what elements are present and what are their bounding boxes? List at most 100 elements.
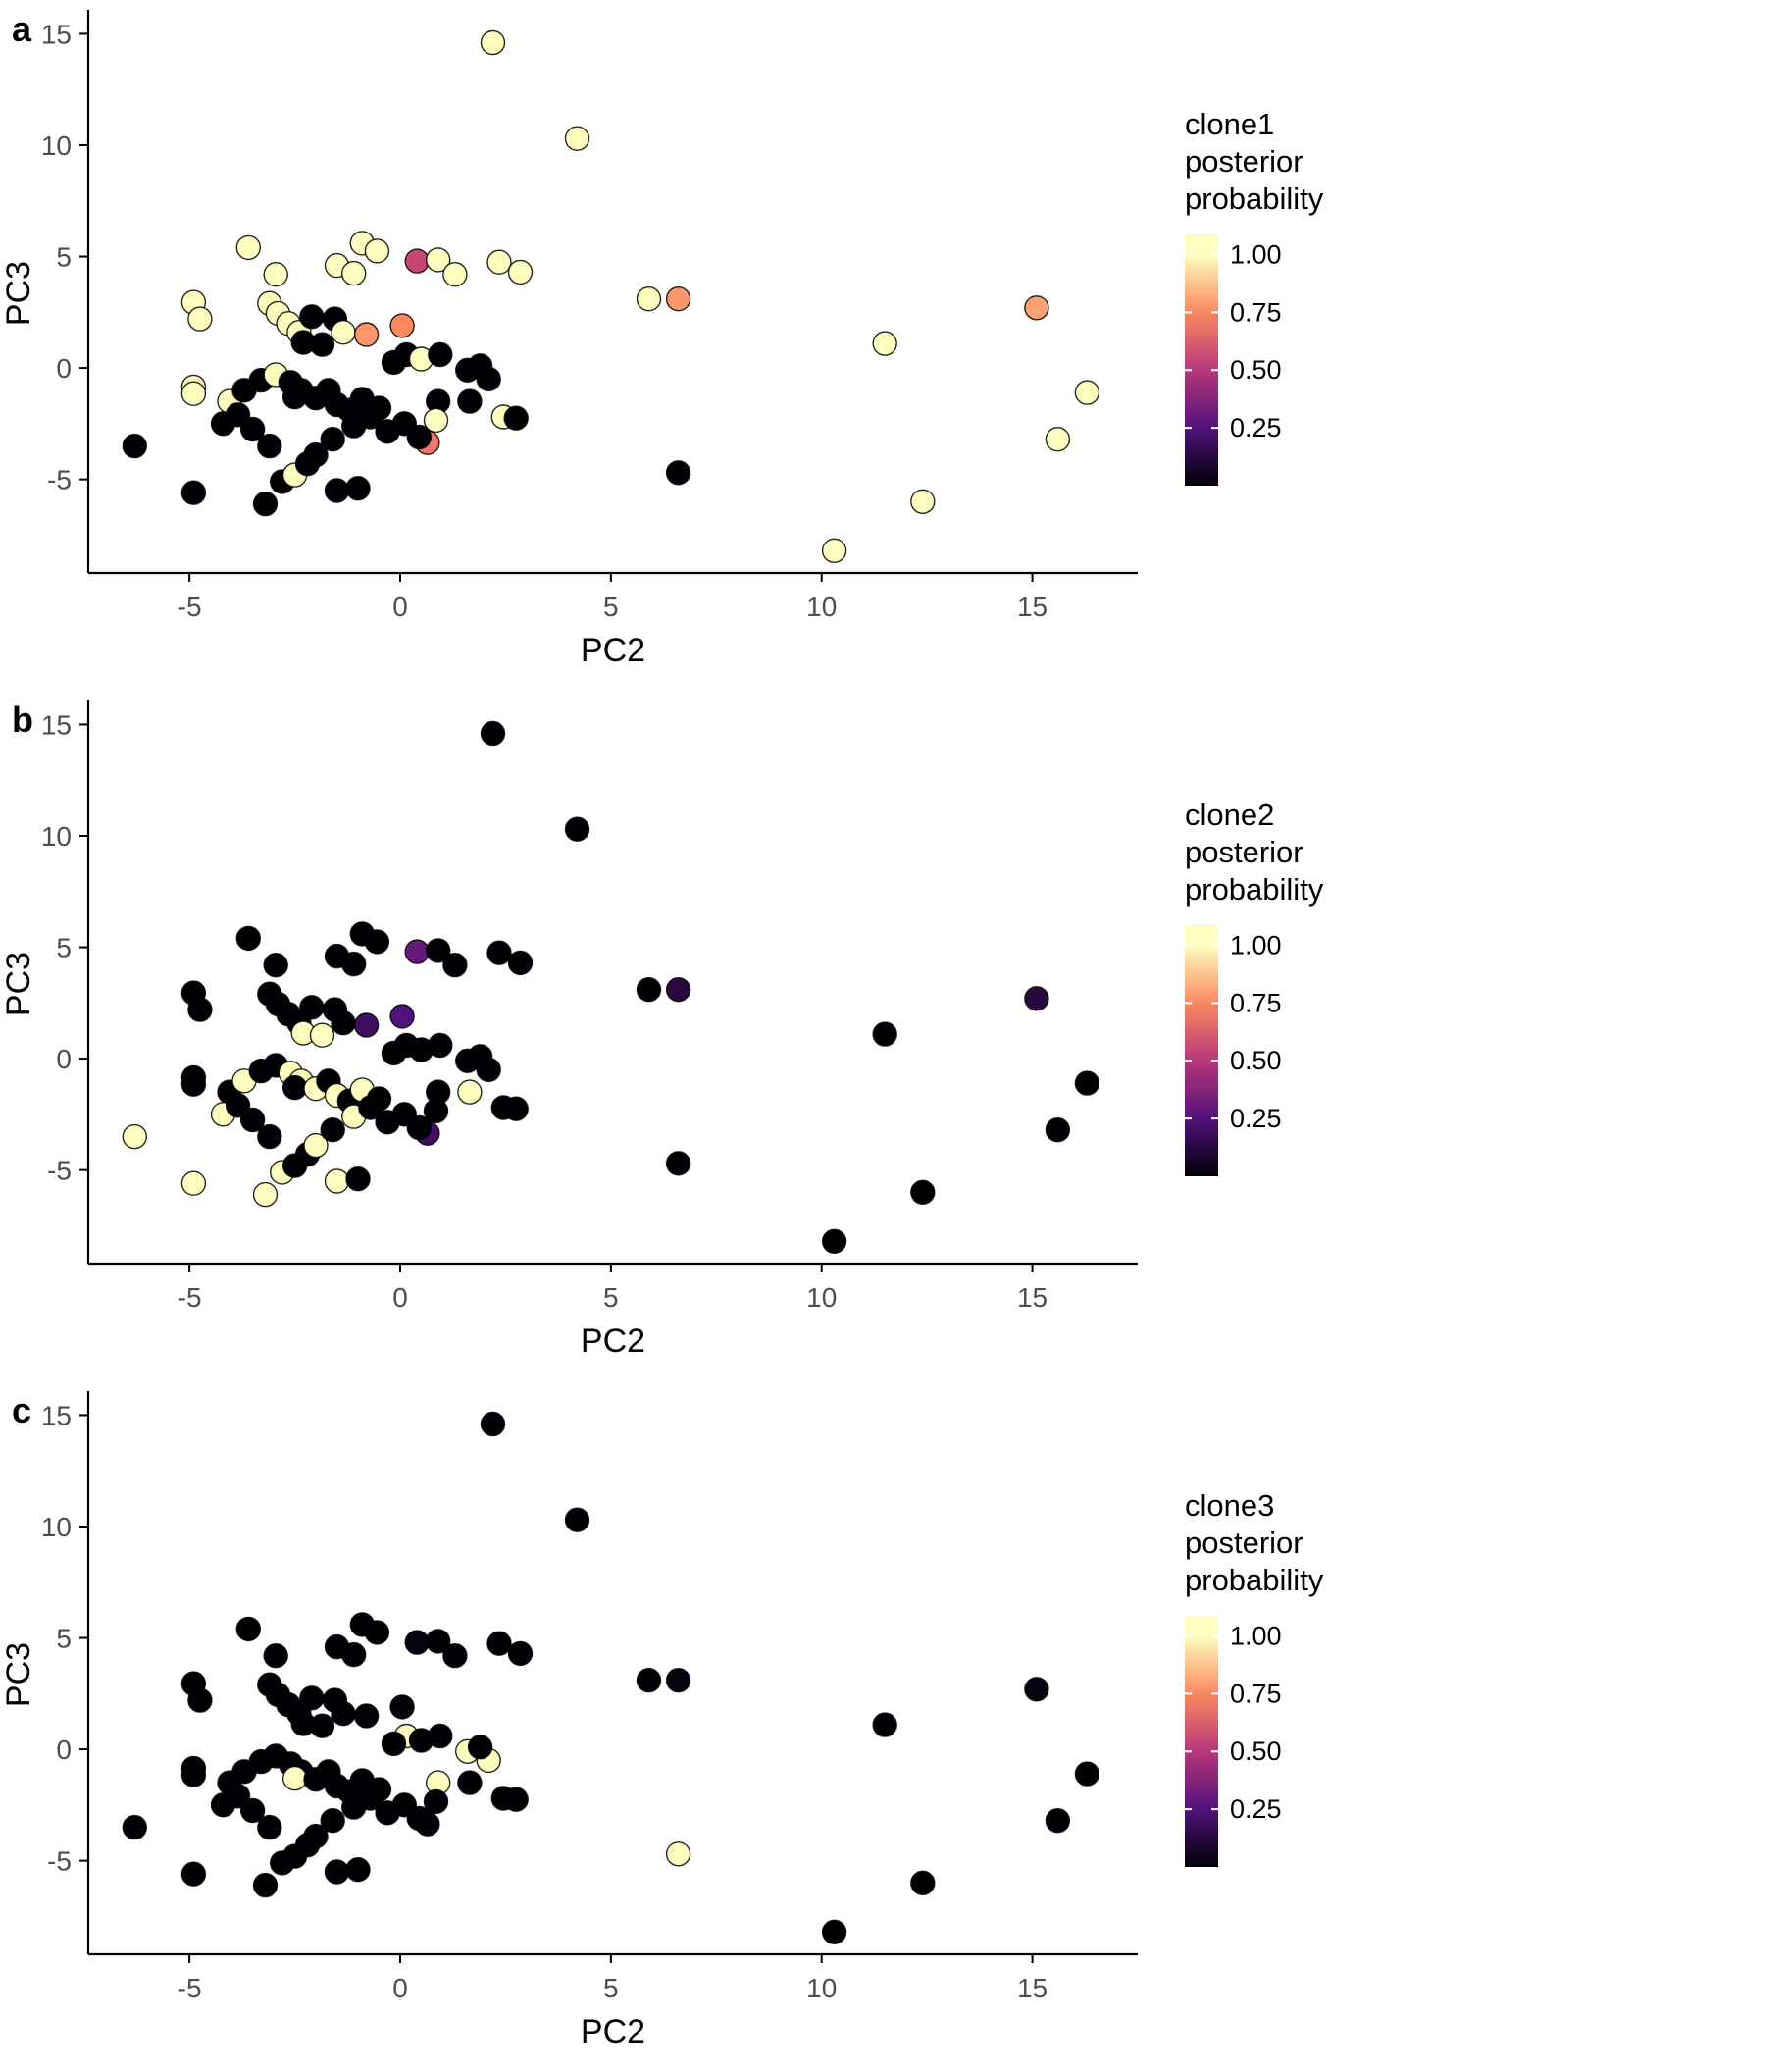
y-tick-label: 10	[41, 130, 72, 161]
x-tick-label: 15	[1017, 1973, 1048, 2003]
data-point	[345, 1166, 371, 1192]
y-axis-label: PC3	[0, 952, 37, 1016]
legend-title-line: probability	[1185, 872, 1324, 906]
data-point	[341, 951, 367, 977]
data-point	[122, 1814, 148, 1840]
data-point	[364, 929, 390, 955]
legend-title-line: probability	[1185, 1563, 1324, 1597]
data-point	[872, 1712, 897, 1737]
panel-letter: c	[12, 1390, 31, 1430]
y-tick-label: 0	[56, 1044, 72, 1074]
data-point	[480, 720, 506, 747]
x-tick-label: -5	[178, 1282, 202, 1313]
data-point	[324, 1859, 350, 1885]
data-point	[303, 1823, 329, 1849]
data-point	[345, 1857, 371, 1883]
data-point	[665, 1151, 691, 1176]
data-point	[281, 1765, 308, 1791]
data-point	[353, 1012, 380, 1038]
legend-tick-label: 0.25	[1230, 1794, 1282, 1824]
data-point	[263, 1643, 288, 1669]
x-tick-label: 5	[603, 592, 619, 622]
data-point	[503, 1787, 529, 1812]
data-point	[381, 1731, 407, 1757]
data-point	[486, 940, 512, 965]
data-point	[381, 349, 407, 376]
data-point	[252, 491, 279, 517]
data-point	[1024, 295, 1049, 321]
data-point	[187, 1687, 213, 1713]
data-point	[1045, 1808, 1071, 1834]
y-tick-label: -5	[47, 465, 72, 495]
data-point	[391, 1102, 417, 1127]
data-point	[665, 1668, 691, 1693]
data-point	[320, 1808, 345, 1834]
data-point	[235, 925, 262, 952]
data-point	[252, 1181, 279, 1208]
data-point	[467, 1044, 493, 1069]
data-point	[299, 304, 325, 330]
legend-title-line: probability	[1185, 181, 1324, 216]
legend-tick-label: 0.50	[1230, 1736, 1282, 1766]
y-tick-label: 15	[41, 19, 72, 49]
legend-tick-label: 0.25	[1230, 1104, 1282, 1133]
data-point	[257, 1123, 282, 1150]
y-tick-label: -5	[47, 1156, 72, 1186]
data-point	[486, 249, 512, 275]
legend-tick-label: 1.00	[1230, 239, 1282, 269]
data-point	[309, 1713, 335, 1738]
data-point	[345, 476, 371, 501]
legend-tick-label: 0.25	[1230, 413, 1282, 442]
data-point	[564, 126, 590, 151]
x-tick-label: -5	[178, 1973, 202, 2003]
data-point	[257, 1814, 282, 1840]
x-tick-label: 0	[392, 1282, 408, 1313]
data-point	[187, 997, 213, 1022]
data-point	[1024, 1677, 1049, 1702]
scatter-plot-clone3: -5 0 5 10 15 -5 0 5 10 15 PC2 PC3 c clone3posteriorpr…	[0, 1390, 1324, 2050]
data-point	[281, 384, 308, 410]
data-point	[257, 433, 282, 459]
x-tick-label: 10	[806, 1282, 837, 1313]
data-point	[299, 995, 325, 1020]
x-tick-label: 0	[392, 1973, 408, 2003]
panel-letter: a	[12, 9, 32, 49]
data-point	[122, 433, 148, 459]
legend-title-line: clone1	[1185, 107, 1274, 141]
data-point	[331, 1010, 356, 1036]
x-tick-label: 10	[806, 592, 837, 622]
data-point	[457, 1079, 483, 1105]
data-point	[428, 1723, 453, 1749]
data-point	[303, 1132, 329, 1159]
y-tick-label: 10	[41, 821, 72, 852]
data-point	[389, 313, 415, 338]
data-point	[331, 1701, 356, 1727]
y-axis-label: PC3	[0, 1642, 37, 1707]
legend-tick-label: 0.50	[1230, 1046, 1282, 1075]
data-point	[1045, 1117, 1071, 1143]
x-tick-label: 15	[1017, 592, 1048, 622]
data-point	[404, 248, 430, 274]
legend-tick-label: 1.00	[1230, 930, 1282, 959]
y-tick-label: 15	[41, 1400, 72, 1430]
data-point	[341, 1641, 367, 1668]
data-point	[821, 1228, 847, 1254]
data-point	[503, 405, 529, 431]
data-point	[1045, 427, 1071, 452]
legend-title-line: posterior	[1185, 144, 1303, 179]
data-point	[480, 1411, 506, 1437]
data-point	[324, 478, 350, 503]
data-point	[235, 1616, 262, 1642]
data-point	[252, 1872, 279, 1898]
data-point	[180, 1861, 207, 1887]
y-tick-label: 5	[56, 933, 72, 963]
data-point	[665, 1841, 691, 1867]
legend-tick-label: 0.75	[1230, 1679, 1282, 1708]
legend-gradient-bar	[1185, 1616, 1218, 1867]
data-point	[320, 427, 345, 452]
data-point	[391, 1792, 417, 1818]
data-point	[486, 1631, 512, 1656]
data-point	[180, 1170, 207, 1196]
panel-a: -5 0 5 10 15 -5 0 5 10 15 PC2 PC3 a clone1 posterior pr…	[0, 0, 1789, 691]
data-point	[358, 1095, 383, 1120]
